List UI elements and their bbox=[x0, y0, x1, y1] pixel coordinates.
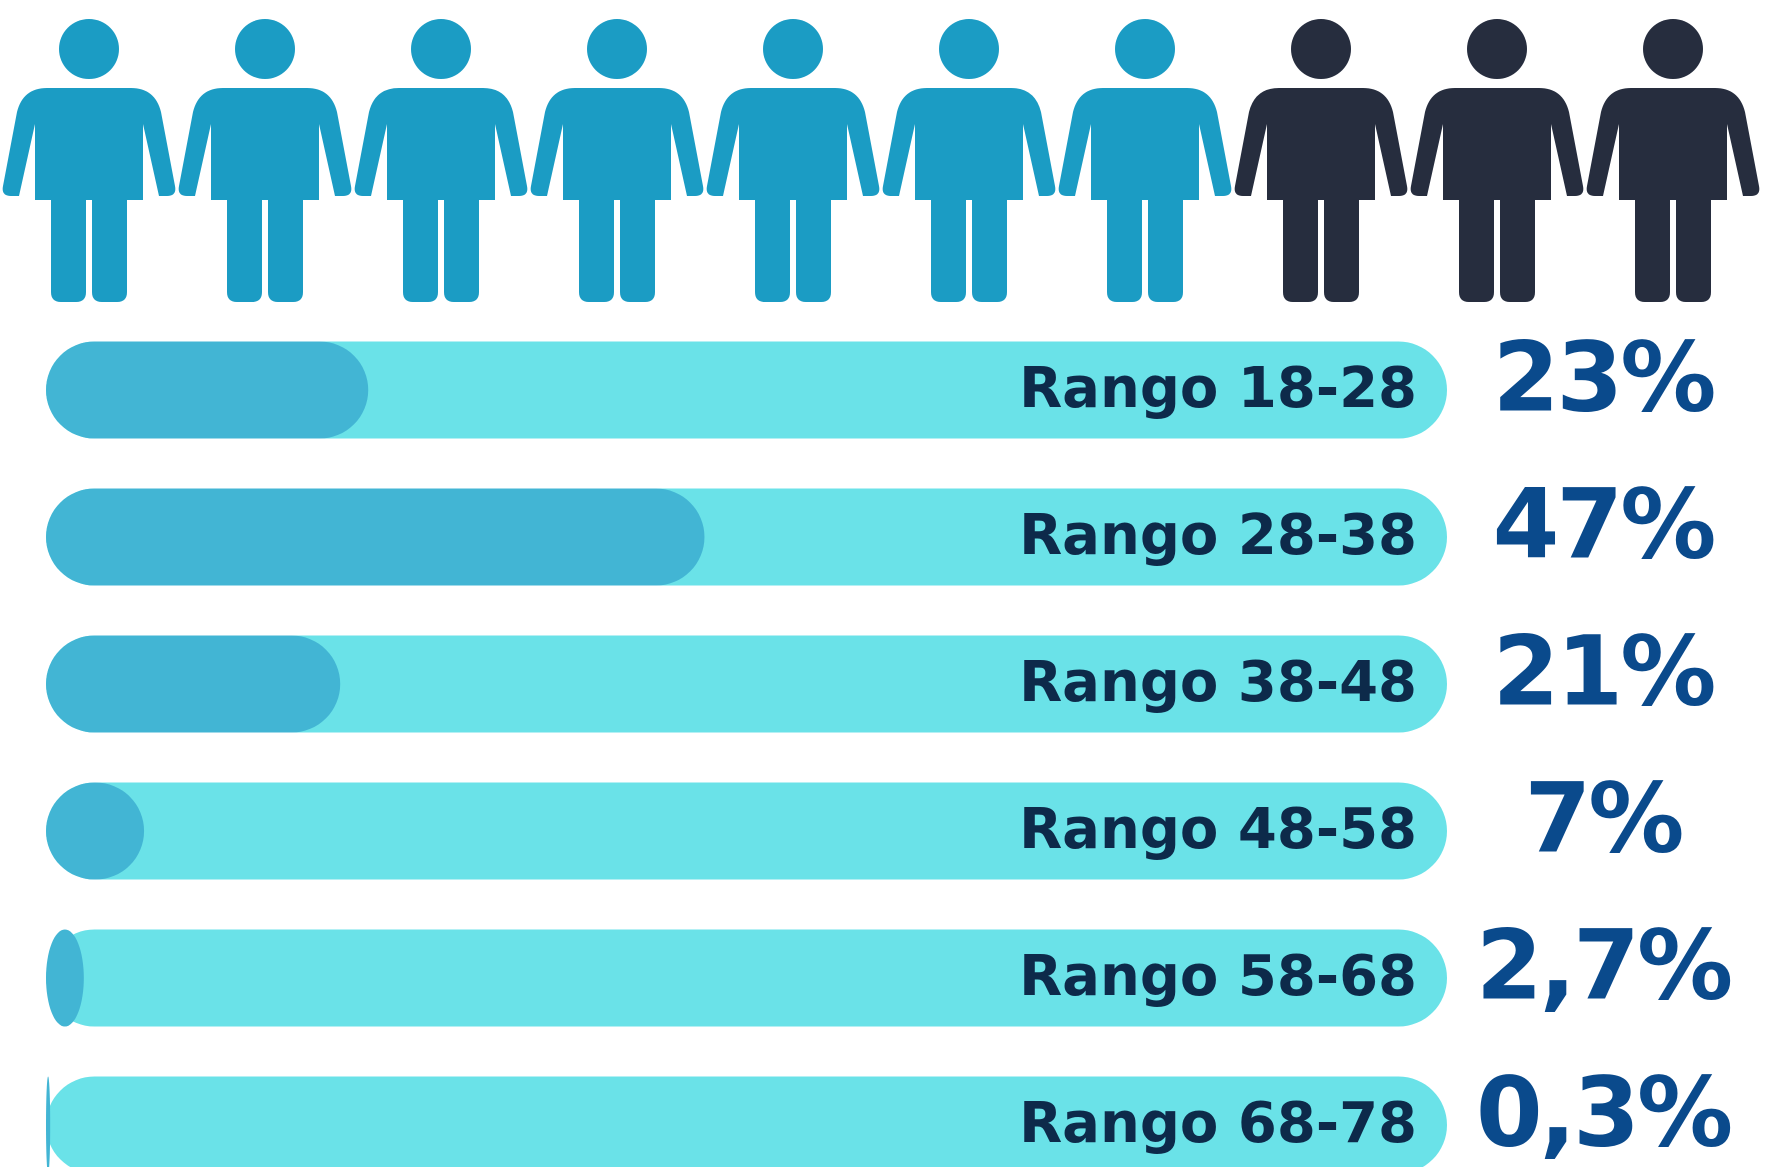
category-label: Rango 18-28 bbox=[1019, 356, 1417, 421]
person-icon bbox=[706, 19, 880, 302]
value-label: 23% bbox=[1493, 321, 1715, 433]
person-icon bbox=[1058, 19, 1232, 302]
value-label: 2,7% bbox=[1476, 909, 1731, 1021]
bar-track bbox=[46, 929, 1447, 1027]
bar bbox=[46, 635, 341, 733]
category-label: Rango 28-38 bbox=[1019, 503, 1417, 568]
category-label: Rango 58-68 bbox=[1019, 944, 1417, 1009]
value-label: 21% bbox=[1493, 615, 1715, 727]
bar-track bbox=[46, 1076, 1447, 1167]
value-label: 0,3% bbox=[1476, 1056, 1731, 1167]
bar-track bbox=[46, 341, 1447, 439]
category-label: Rango 68-78 bbox=[1019, 1091, 1417, 1156]
bar bbox=[46, 1076, 51, 1167]
person-icon bbox=[530, 19, 704, 302]
bar-track bbox=[46, 635, 1447, 733]
person-icon bbox=[1410, 19, 1584, 302]
person-icon bbox=[882, 19, 1056, 302]
value-label: 47% bbox=[1493, 468, 1715, 580]
category-label: Rango 38-48 bbox=[1019, 650, 1417, 715]
bar bbox=[46, 341, 369, 439]
bar bbox=[46, 782, 145, 880]
person-icon bbox=[178, 19, 352, 302]
person-icon bbox=[2, 19, 176, 302]
value-label: 7% bbox=[1525, 762, 1683, 874]
person-icon bbox=[1586, 19, 1760, 302]
bar bbox=[46, 929, 84, 1027]
bar-track bbox=[46, 782, 1447, 880]
person-icon bbox=[354, 19, 528, 302]
category-label: Rango 48-58 bbox=[1019, 797, 1417, 862]
person-icon bbox=[1234, 19, 1408, 302]
bar bbox=[46, 488, 705, 586]
people-icons bbox=[2, 19, 1760, 302]
